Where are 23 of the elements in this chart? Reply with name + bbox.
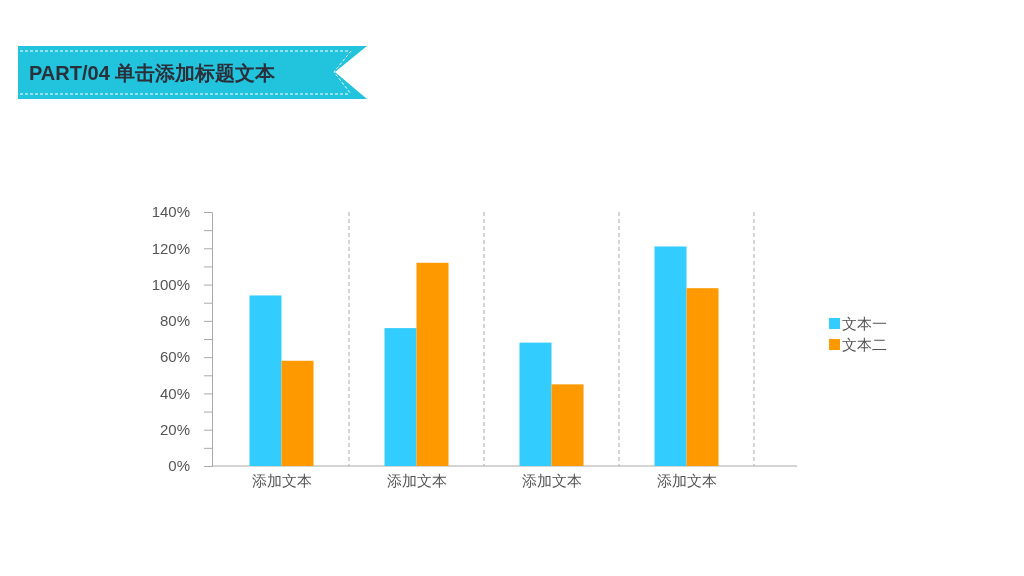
- y-tick-label: 60%: [159, 348, 190, 366]
- y-tick-label: 80%: [159, 312, 190, 330]
- x-tick-label: 添加文本: [386, 471, 447, 489]
- x-tick-label: 添加文本: [521, 471, 582, 489]
- chart-title: PART/04 单击添加标题文本: [29, 62, 277, 84]
- y-tick-label: 140%: [151, 203, 190, 221]
- bar: [654, 246, 687, 466]
- bar: [281, 360, 314, 466]
- y-tick-label: 20%: [159, 421, 190, 439]
- bar: [686, 288, 719, 466]
- legend-label: 文本二: [842, 336, 887, 353]
- x-tick-label: 添加文本: [656, 471, 717, 489]
- y-tick-label: 40%: [159, 384, 190, 402]
- y-tick-label: 100%: [151, 275, 190, 293]
- bar: [551, 384, 584, 466]
- x-tick-label: 添加文本: [251, 471, 312, 489]
- y-tick-label: 120%: [151, 239, 190, 257]
- bar: [519, 342, 552, 466]
- bar: [416, 262, 449, 466]
- bar: [384, 328, 417, 466]
- y-tick-label: 0%: [168, 457, 190, 475]
- legend-label: 文本一: [842, 315, 887, 332]
- bar: [249, 295, 282, 466]
